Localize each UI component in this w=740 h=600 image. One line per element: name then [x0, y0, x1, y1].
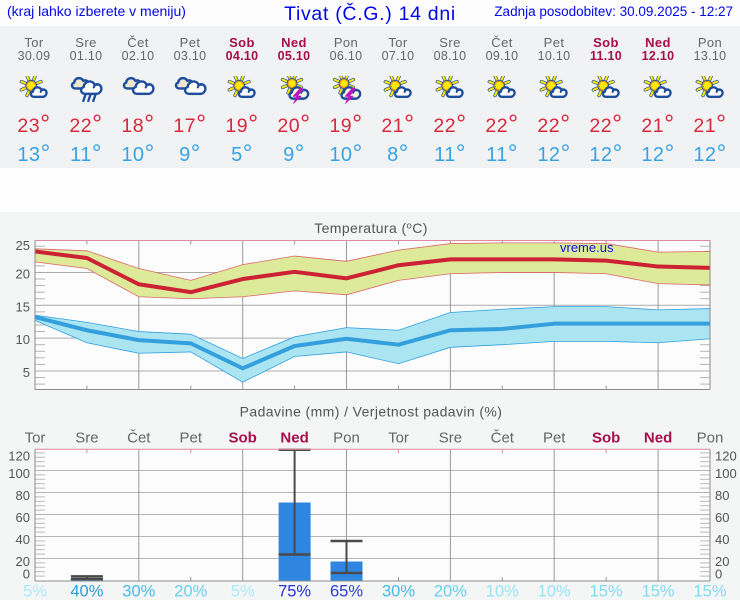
svg-text:Čet: Čet — [491, 430, 515, 447]
svg-text:30%: 30% — [382, 583, 415, 600]
svg-text:15%: 15% — [642, 583, 675, 600]
svg-text:15%: 15% — [693, 583, 726, 600]
svg-text:Sre: Sre — [439, 430, 462, 447]
svg-text:Pon: Pon — [697, 430, 724, 447]
svg-text:120: 120 — [8, 448, 30, 463]
svg-text:5%: 5% — [231, 583, 255, 600]
svg-text:15%: 15% — [590, 583, 623, 600]
svg-text:15: 15 — [16, 299, 30, 314]
svg-text:65%: 65% — [330, 583, 363, 600]
svg-text:40: 40 — [715, 532, 729, 547]
svg-text:Pet: Pet — [180, 430, 203, 447]
svg-text:Pon: Pon — [333, 430, 360, 447]
svg-text:20%: 20% — [174, 583, 207, 600]
svg-text:75%: 75% — [278, 583, 311, 600]
svg-text:20: 20 — [715, 554, 729, 569]
svg-text:10%: 10% — [486, 583, 519, 600]
svg-text:Sre: Sre — [75, 430, 98, 447]
svg-text:Čet: Čet — [127, 430, 151, 447]
svg-text:120: 120 — [715, 448, 737, 463]
svg-text:Pet: Pet — [543, 430, 566, 447]
svg-text:Temperatura (oC): Temperatura (oC) — [314, 220, 428, 236]
svg-text:25: 25 — [16, 238, 30, 253]
svg-text:30%: 30% — [122, 583, 155, 600]
svg-text:100: 100 — [715, 466, 737, 481]
svg-text:0: 0 — [23, 567, 30, 582]
svg-text:Sob: Sob — [229, 430, 257, 447]
svg-text:80: 80 — [16, 488, 30, 503]
svg-text:20: 20 — [16, 267, 30, 282]
svg-text:20: 20 — [16, 554, 30, 569]
svg-text:5%: 5% — [23, 583, 47, 600]
svg-text:80: 80 — [715, 488, 729, 503]
svg-text:5: 5 — [23, 365, 30, 380]
svg-text:10: 10 — [16, 332, 30, 347]
svg-text:Tor: Tor — [388, 430, 409, 447]
svg-text:10%: 10% — [538, 583, 571, 600]
svg-text:Ned: Ned — [644, 430, 672, 447]
svg-text:40%: 40% — [70, 583, 103, 600]
svg-text:Sob: Sob — [592, 430, 620, 447]
svg-text:60: 60 — [715, 510, 729, 525]
svg-text:vreme.us: vreme.us — [560, 240, 614, 255]
svg-text:Ned: Ned — [280, 430, 308, 447]
svg-text:Tor: Tor — [25, 430, 46, 447]
svg-text:40: 40 — [16, 532, 30, 547]
svg-text:20%: 20% — [434, 583, 467, 600]
svg-text:Padavine (mm) / Verjetnost pad: Padavine (mm) / Verjetnost padavin (%) — [240, 404, 503, 420]
svg-text:100: 100 — [8, 466, 30, 481]
svg-text:0: 0 — [715, 567, 722, 582]
svg-text:60: 60 — [16, 510, 30, 525]
